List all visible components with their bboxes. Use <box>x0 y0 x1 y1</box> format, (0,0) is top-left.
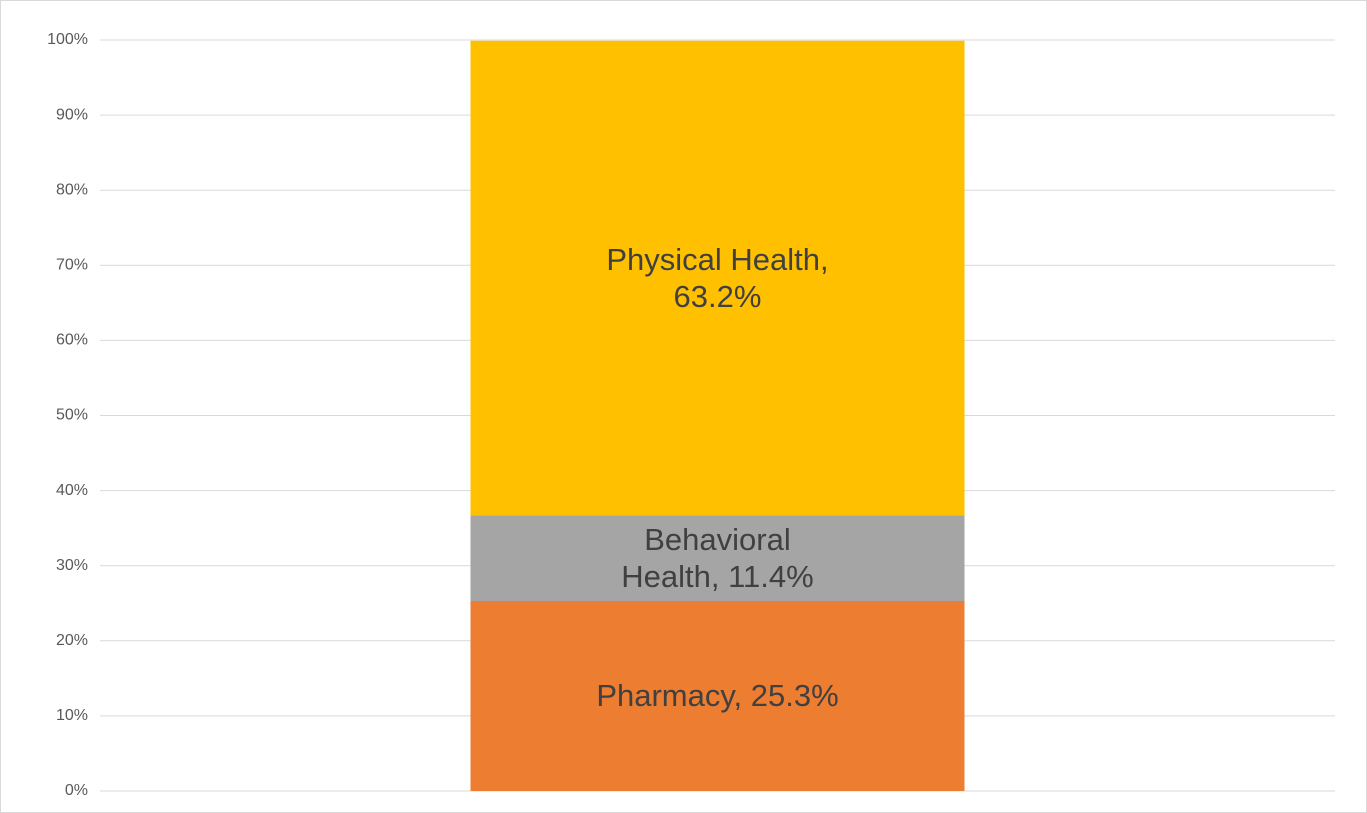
y-tick-label: 80% <box>56 181 88 198</box>
y-tick-label: 40% <box>56 482 88 499</box>
y-tick-label: 0% <box>65 782 88 799</box>
y-tick-label: 90% <box>56 106 88 123</box>
y-tick-label: 70% <box>56 257 88 274</box>
y-tick-label: 50% <box>56 407 88 424</box>
y-tick-label: 60% <box>56 332 88 349</box>
y-tick-label: 100% <box>47 31 88 48</box>
bar-segment <box>470 40 965 516</box>
y-tick-label: 30% <box>56 557 88 574</box>
bar-segment <box>470 515 965 601</box>
bar-segment <box>470 600 965 791</box>
y-tick-label: 10% <box>56 707 88 724</box>
y-tick-label: 20% <box>56 632 88 649</box>
